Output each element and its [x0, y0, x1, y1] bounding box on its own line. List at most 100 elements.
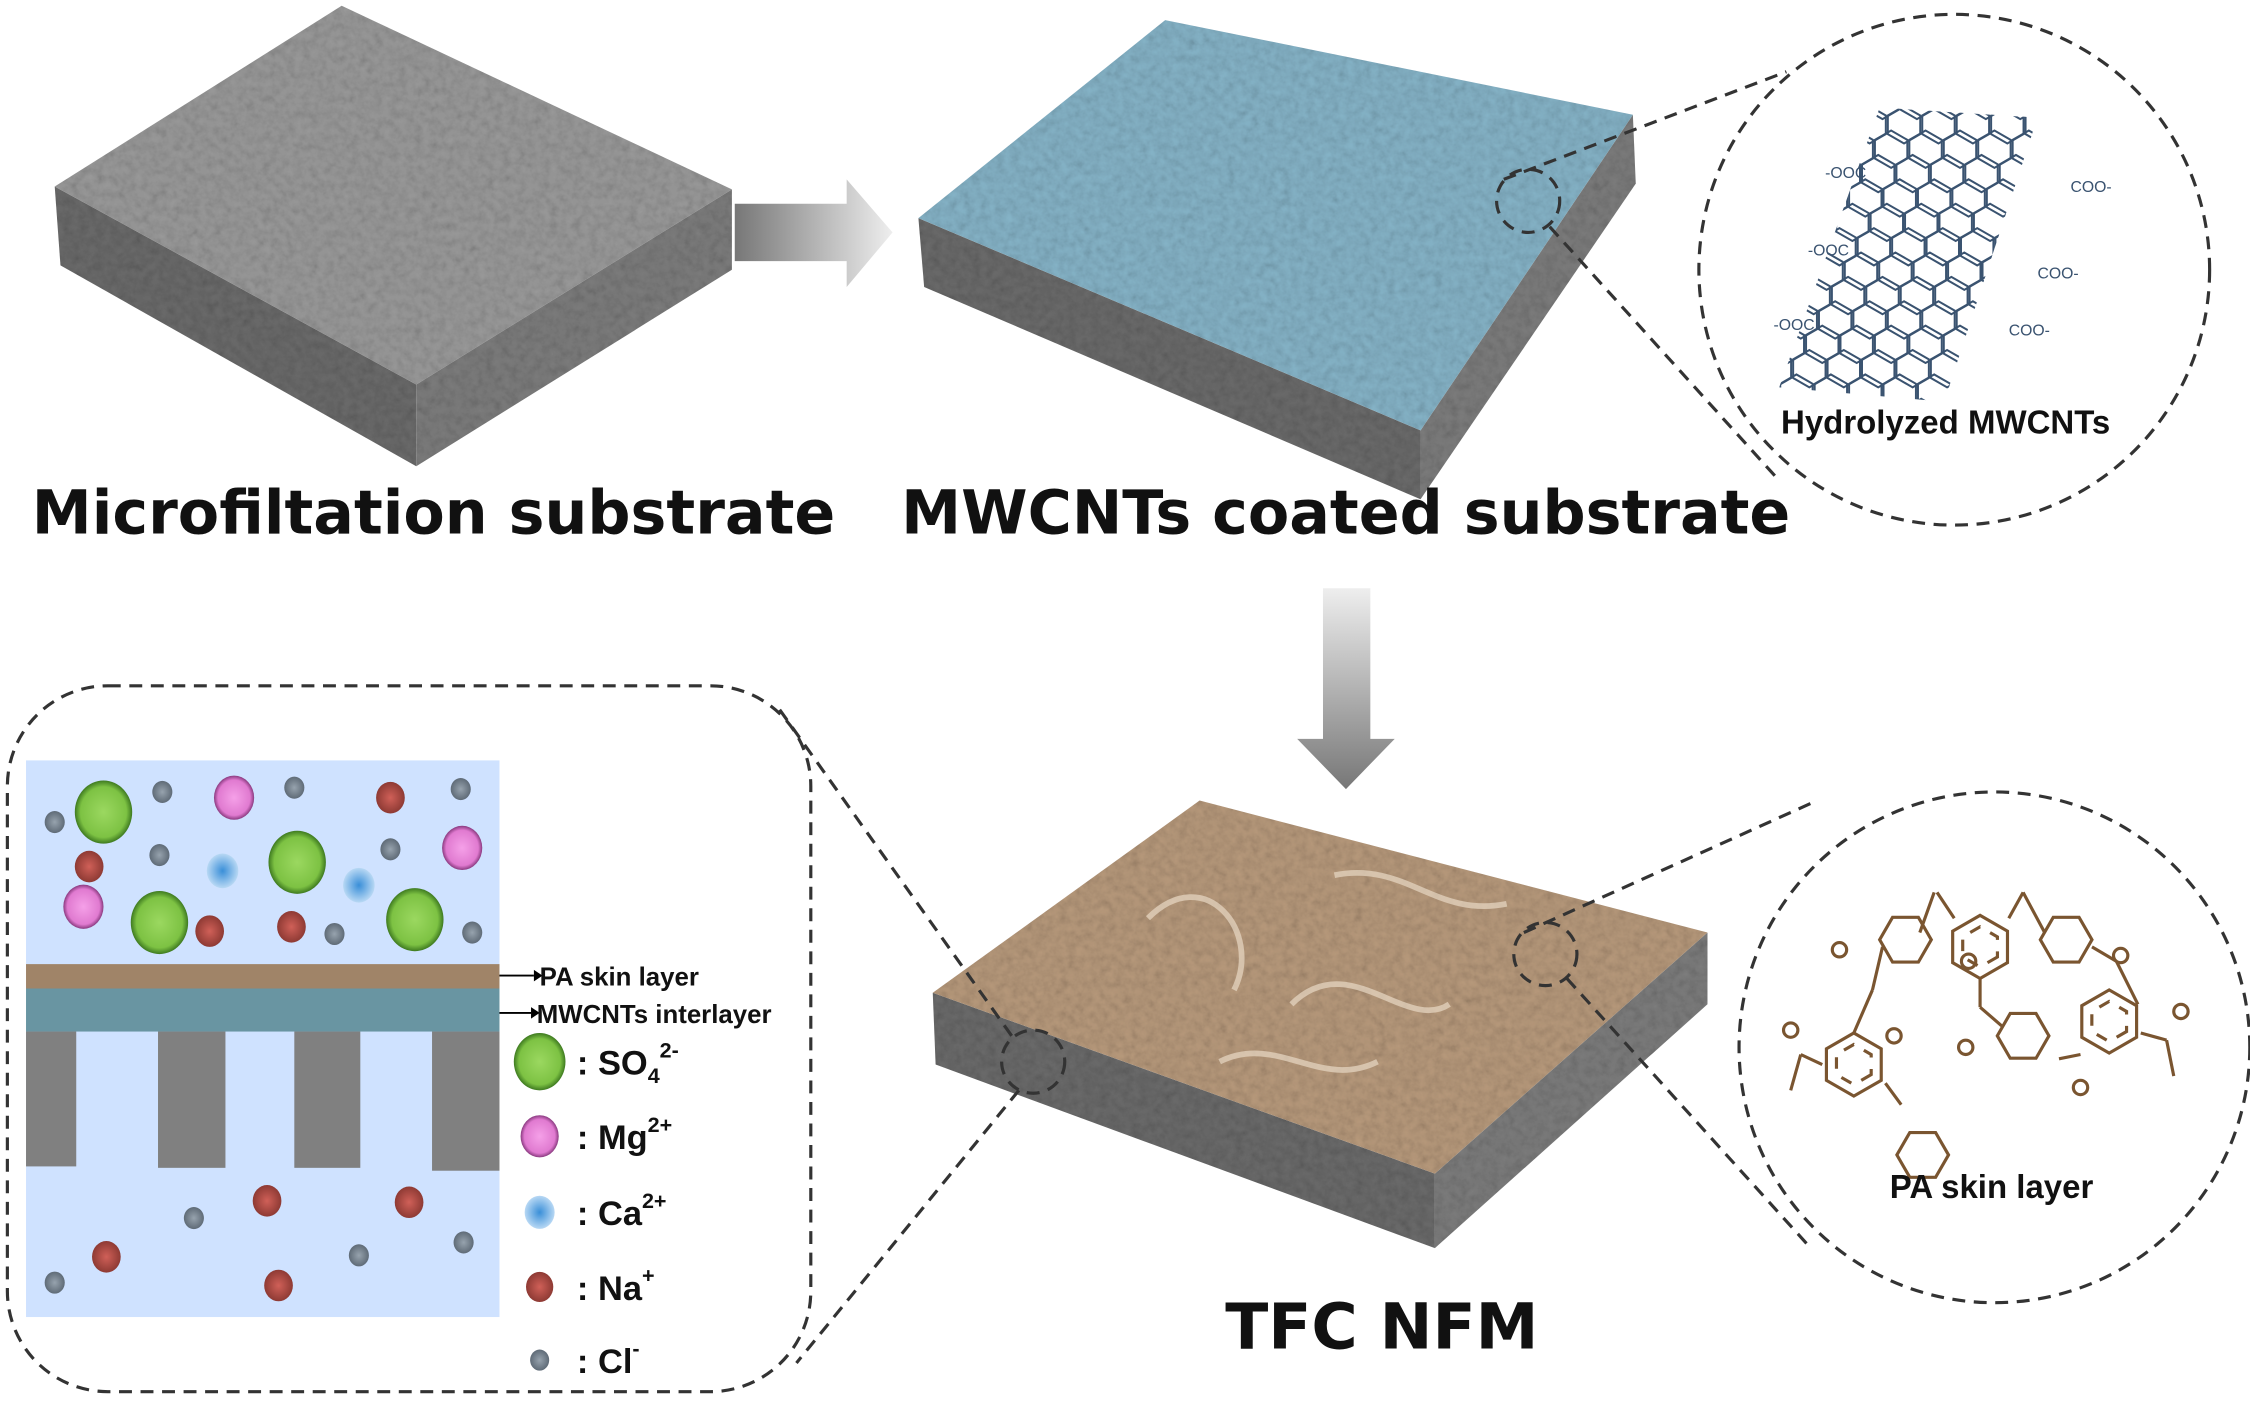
- cnt-hexagon: [2043, 204, 2075, 241]
- calcium-ion: [206, 853, 239, 889]
- bond: [2058, 1052, 2081, 1061]
- cnt-hexagon: [1934, 107, 1969, 121]
- cnt-hexagon: [2047, 326, 2079, 363]
- bond: [2021, 891, 2047, 934]
- cnt-hexagon: [1921, 300, 1956, 340]
- cnt-hexagon: [1977, 129, 2012, 170]
- cnt-hexagon: [1779, 178, 1780, 218]
- cnt-hexagon: [1711, 179, 1743, 216]
- cnt-hexagon: [2028, 226, 2038, 267]
- cnt-hexagon: [1779, 226, 1788, 267]
- bond: [2165, 1039, 2176, 1077]
- legend-item: : Cl-: [530, 1337, 640, 1381]
- pa-zoom-circle: [1737, 790, 2250, 1305]
- zoom-line: [1565, 977, 1812, 1250]
- carbonyl-oxygen: [1959, 952, 1978, 970]
- pa-skin-band: [26, 964, 500, 989]
- cnt-hexagon: [1839, 129, 1874, 170]
- cnt-hexagon: [1737, 131, 1769, 168]
- bond: [1789, 1054, 1803, 1091]
- cnt-hexagon: [1955, 107, 1991, 145]
- cnt-hexagon: [1792, 153, 1827, 194]
- cnt-hexagon: [1929, 153, 1965, 194]
- carboxyl-groups: -OOC COO- -OOC COO- -OOC COO-: [1773, 165, 2111, 340]
- cnt-hexagon: [2003, 275, 2038, 316]
- cnt-hexagon: [1981, 251, 2016, 291]
- cnt-hexagon: [2033, 348, 2038, 389]
- cnt-hexagon: [1800, 202, 1836, 243]
- sodium-ion: [92, 1241, 121, 1273]
- carbonyl-oxygen: [1885, 1027, 1903, 1045]
- cnt-hexagon: [1904, 202, 1939, 243]
- chloride-ion: [324, 922, 345, 946]
- group-label: -OOC: [1773, 317, 1814, 334]
- cnt-hexagon: [1977, 324, 2012, 365]
- magnesium-ion: [63, 884, 104, 929]
- chloride-ion: [453, 1231, 474, 1254]
- bond: [1800, 1053, 1823, 1066]
- zoom-marker: [1000, 1028, 1067, 1095]
- cnt-hexagon: [1860, 153, 1896, 194]
- water-region: [26, 760, 500, 1318]
- chloride-ion: [380, 838, 401, 861]
- bond: [1918, 891, 1936, 934]
- legend-swatch: [526, 1271, 554, 1302]
- zoom-marker: [1512, 920, 1579, 988]
- group-label: COO-: [2009, 323, 2050, 340]
- sulfate-ion: [268, 830, 326, 894]
- sodium-ion: [277, 911, 306, 943]
- microfiltration-label: Microfiltation substrate: [32, 479, 835, 549]
- membrane-cross-section: [26, 760, 500, 1318]
- sulfate-ion: [74, 780, 133, 844]
- chloride-ion: [284, 776, 305, 799]
- legend-label: : SO42-: [577, 1038, 679, 1088]
- cross-section-callout: [5, 684, 813, 1394]
- cnt-hexagon: [1783, 107, 1818, 145]
- cnt-hexagon: [1983, 57, 2015, 94]
- cnt-hexagon: [1948, 57, 1980, 94]
- cnt-hexagon: [1830, 107, 1866, 121]
- sodium-ion: [74, 850, 104, 883]
- chloride-ion: [44, 1271, 65, 1294]
- sodium-ion: [394, 1186, 424, 1219]
- cnt-hexagon: [1968, 275, 2004, 316]
- legend-swatch: [530, 1349, 550, 1371]
- microfiltration-substrate-slab: [54, 5, 732, 467]
- carbonyl-oxygen: [1956, 1038, 1975, 1057]
- support-pillars: [26, 1031, 500, 1171]
- benzene-ring: [1951, 913, 2010, 981]
- cnt-hexagon: [1845, 57, 1877, 94]
- legend-label: : Na+: [577, 1264, 655, 1308]
- piperazine-ring: [1995, 1011, 2051, 1060]
- group-label: COO-: [2037, 265, 2078, 282]
- magnesium-ion: [442, 825, 483, 870]
- cnt-hexagon: [1779, 348, 1793, 389]
- cnt-hexagon: [1961, 33, 1993, 70]
- benzene-ring: [1824, 1031, 1883, 1098]
- cnt-hexagon: [1779, 275, 1797, 316]
- legend-swatch: [513, 1032, 566, 1091]
- cnt-hexagon: [1998, 348, 2034, 389]
- cnt-hexagon: [1789, 33, 1821, 70]
- cnt-hexagon: [1729, 277, 1761, 314]
- cnt-hexagon: [1805, 129, 1840, 170]
- cnt-hexagon: [2069, 350, 2101, 387]
- cnt-hexagon: [1813, 178, 1849, 218]
- bond: [1884, 1082, 1903, 1106]
- mwcnt-interlayer-band: [26, 988, 500, 1032]
- cnt-hexagon: [1959, 226, 1995, 267]
- coated-substrate-label: MWCNTs coated substrate: [901, 479, 1790, 549]
- cnt-hexagon: [1720, 33, 1752, 70]
- cnt-hexagon: [1779, 251, 1810, 291]
- cnt-hexagon: [1779, 202, 1801, 243]
- sodium-ion: [264, 1269, 293, 1302]
- cnt-hexagon: [1938, 202, 1973, 243]
- chloride-ion: [348, 1244, 369, 1267]
- cnt-hexagon: [1737, 326, 1769, 363]
- tfc-nfm-slab: [932, 800, 1708, 1249]
- cnt-hexagon: [1817, 107, 1853, 145]
- cnt-hexagon: [1879, 57, 1911, 94]
- cnt-hexagon: [1729, 82, 1761, 119]
- legend-swatch: [520, 1115, 559, 1158]
